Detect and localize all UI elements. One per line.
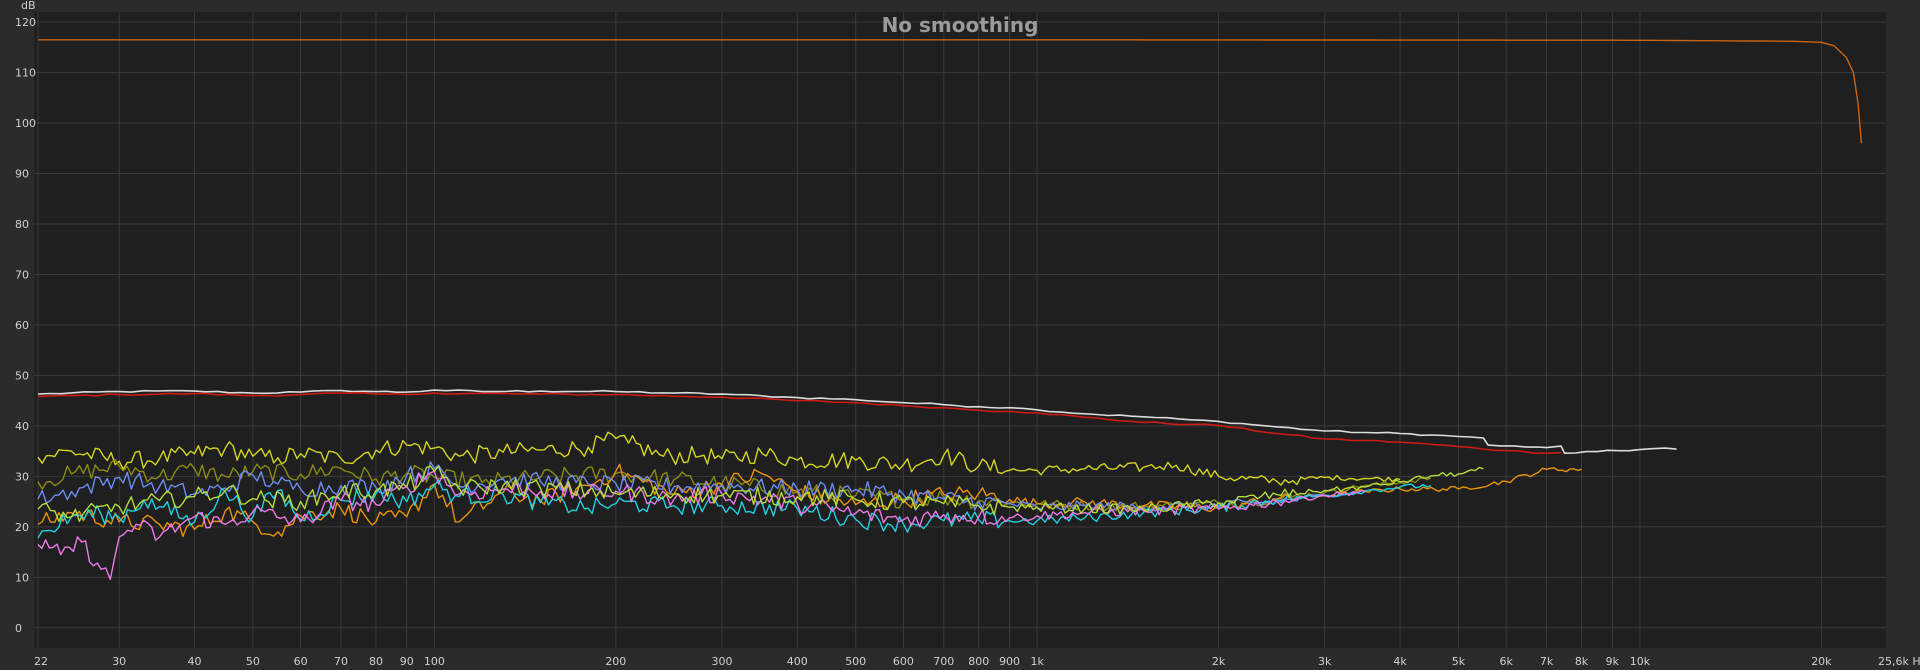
x-tick-label: 900 [999, 655, 1020, 668]
x-tick-label: 60 [294, 655, 308, 668]
x-tick-label: 20k [1811, 655, 1832, 668]
x-tick-label: 300 [711, 655, 732, 668]
y-tick-label: 30 [15, 470, 29, 483]
series-line-9 [37, 470, 1366, 581]
series-line-8 [37, 479, 1432, 539]
x-tick-label: 90 [400, 655, 414, 668]
y-tick-label: 70 [15, 268, 29, 281]
series-line-3 [37, 392, 1562, 454]
x-tick-label: 22 [34, 655, 48, 668]
plot-background [34, 12, 1886, 648]
x-axis-unit: 25,6k Hz [1878, 655, 1920, 668]
y-tick-label: 50 [15, 369, 29, 382]
grid-lines [34, 12, 1886, 648]
x-tick-label: 100 [424, 655, 445, 668]
x-tick-label: 1k [1030, 655, 1044, 668]
x-tick-label: 400 [787, 655, 808, 668]
y-tick-label: 60 [15, 319, 29, 332]
x-tick-label: 9k [1606, 655, 1620, 668]
series-line-10 [37, 465, 1484, 522]
y-tick-label: 120 [15, 16, 36, 29]
y-tick-label: 10 [15, 571, 29, 584]
x-tick-label: 6k [1500, 655, 1514, 668]
x-tick-label: 4k [1393, 655, 1407, 668]
x-tick-label: 40 [188, 655, 202, 668]
x-tick-label: 700 [933, 655, 954, 668]
x-tick-label: 7k [1540, 655, 1554, 668]
y-tick-label: 40 [15, 420, 29, 433]
y-tick-label: 80 [15, 218, 29, 231]
x-tick-label: 800 [968, 655, 989, 668]
x-tick-label: 70 [334, 655, 348, 668]
series-line-4 [37, 431, 1401, 486]
y-axis-unit: dB [21, 0, 36, 12]
x-tick-label: 600 [893, 655, 914, 668]
series-layer [37, 39, 1863, 581]
y-tick-label: 100 [15, 117, 36, 130]
x-tick-label: 200 [605, 655, 626, 668]
x-tick-label: 3k [1318, 655, 1332, 668]
y-tick-label: 20 [15, 521, 29, 534]
series-line-1 [38, 39, 1863, 144]
x-tick-label: 10k [1630, 655, 1651, 668]
y-tick-label: 90 [15, 168, 29, 181]
x-tick-label: 8k [1575, 655, 1589, 668]
axis-labels: 0 10 20 30 40 50 60 70 80 90 100 110 120 22 30 40 50 60 70… [15, 16, 1832, 668]
x-tick-label: 50 [246, 655, 260, 668]
x-tick-label: 5k [1452, 655, 1466, 668]
x-tick-label: 2k [1212, 655, 1226, 668]
x-tick-label: 30 [112, 655, 126, 668]
y-tick-label: 110 [15, 67, 36, 80]
x-tick-label: 500 [845, 655, 866, 668]
series-line-2 [37, 389, 1677, 454]
chart-title: No smoothing [882, 13, 1039, 37]
series-line-5 [37, 458, 1432, 512]
y-tick-label: 0 [15, 622, 22, 635]
x-tick-label: 80 [369, 655, 383, 668]
